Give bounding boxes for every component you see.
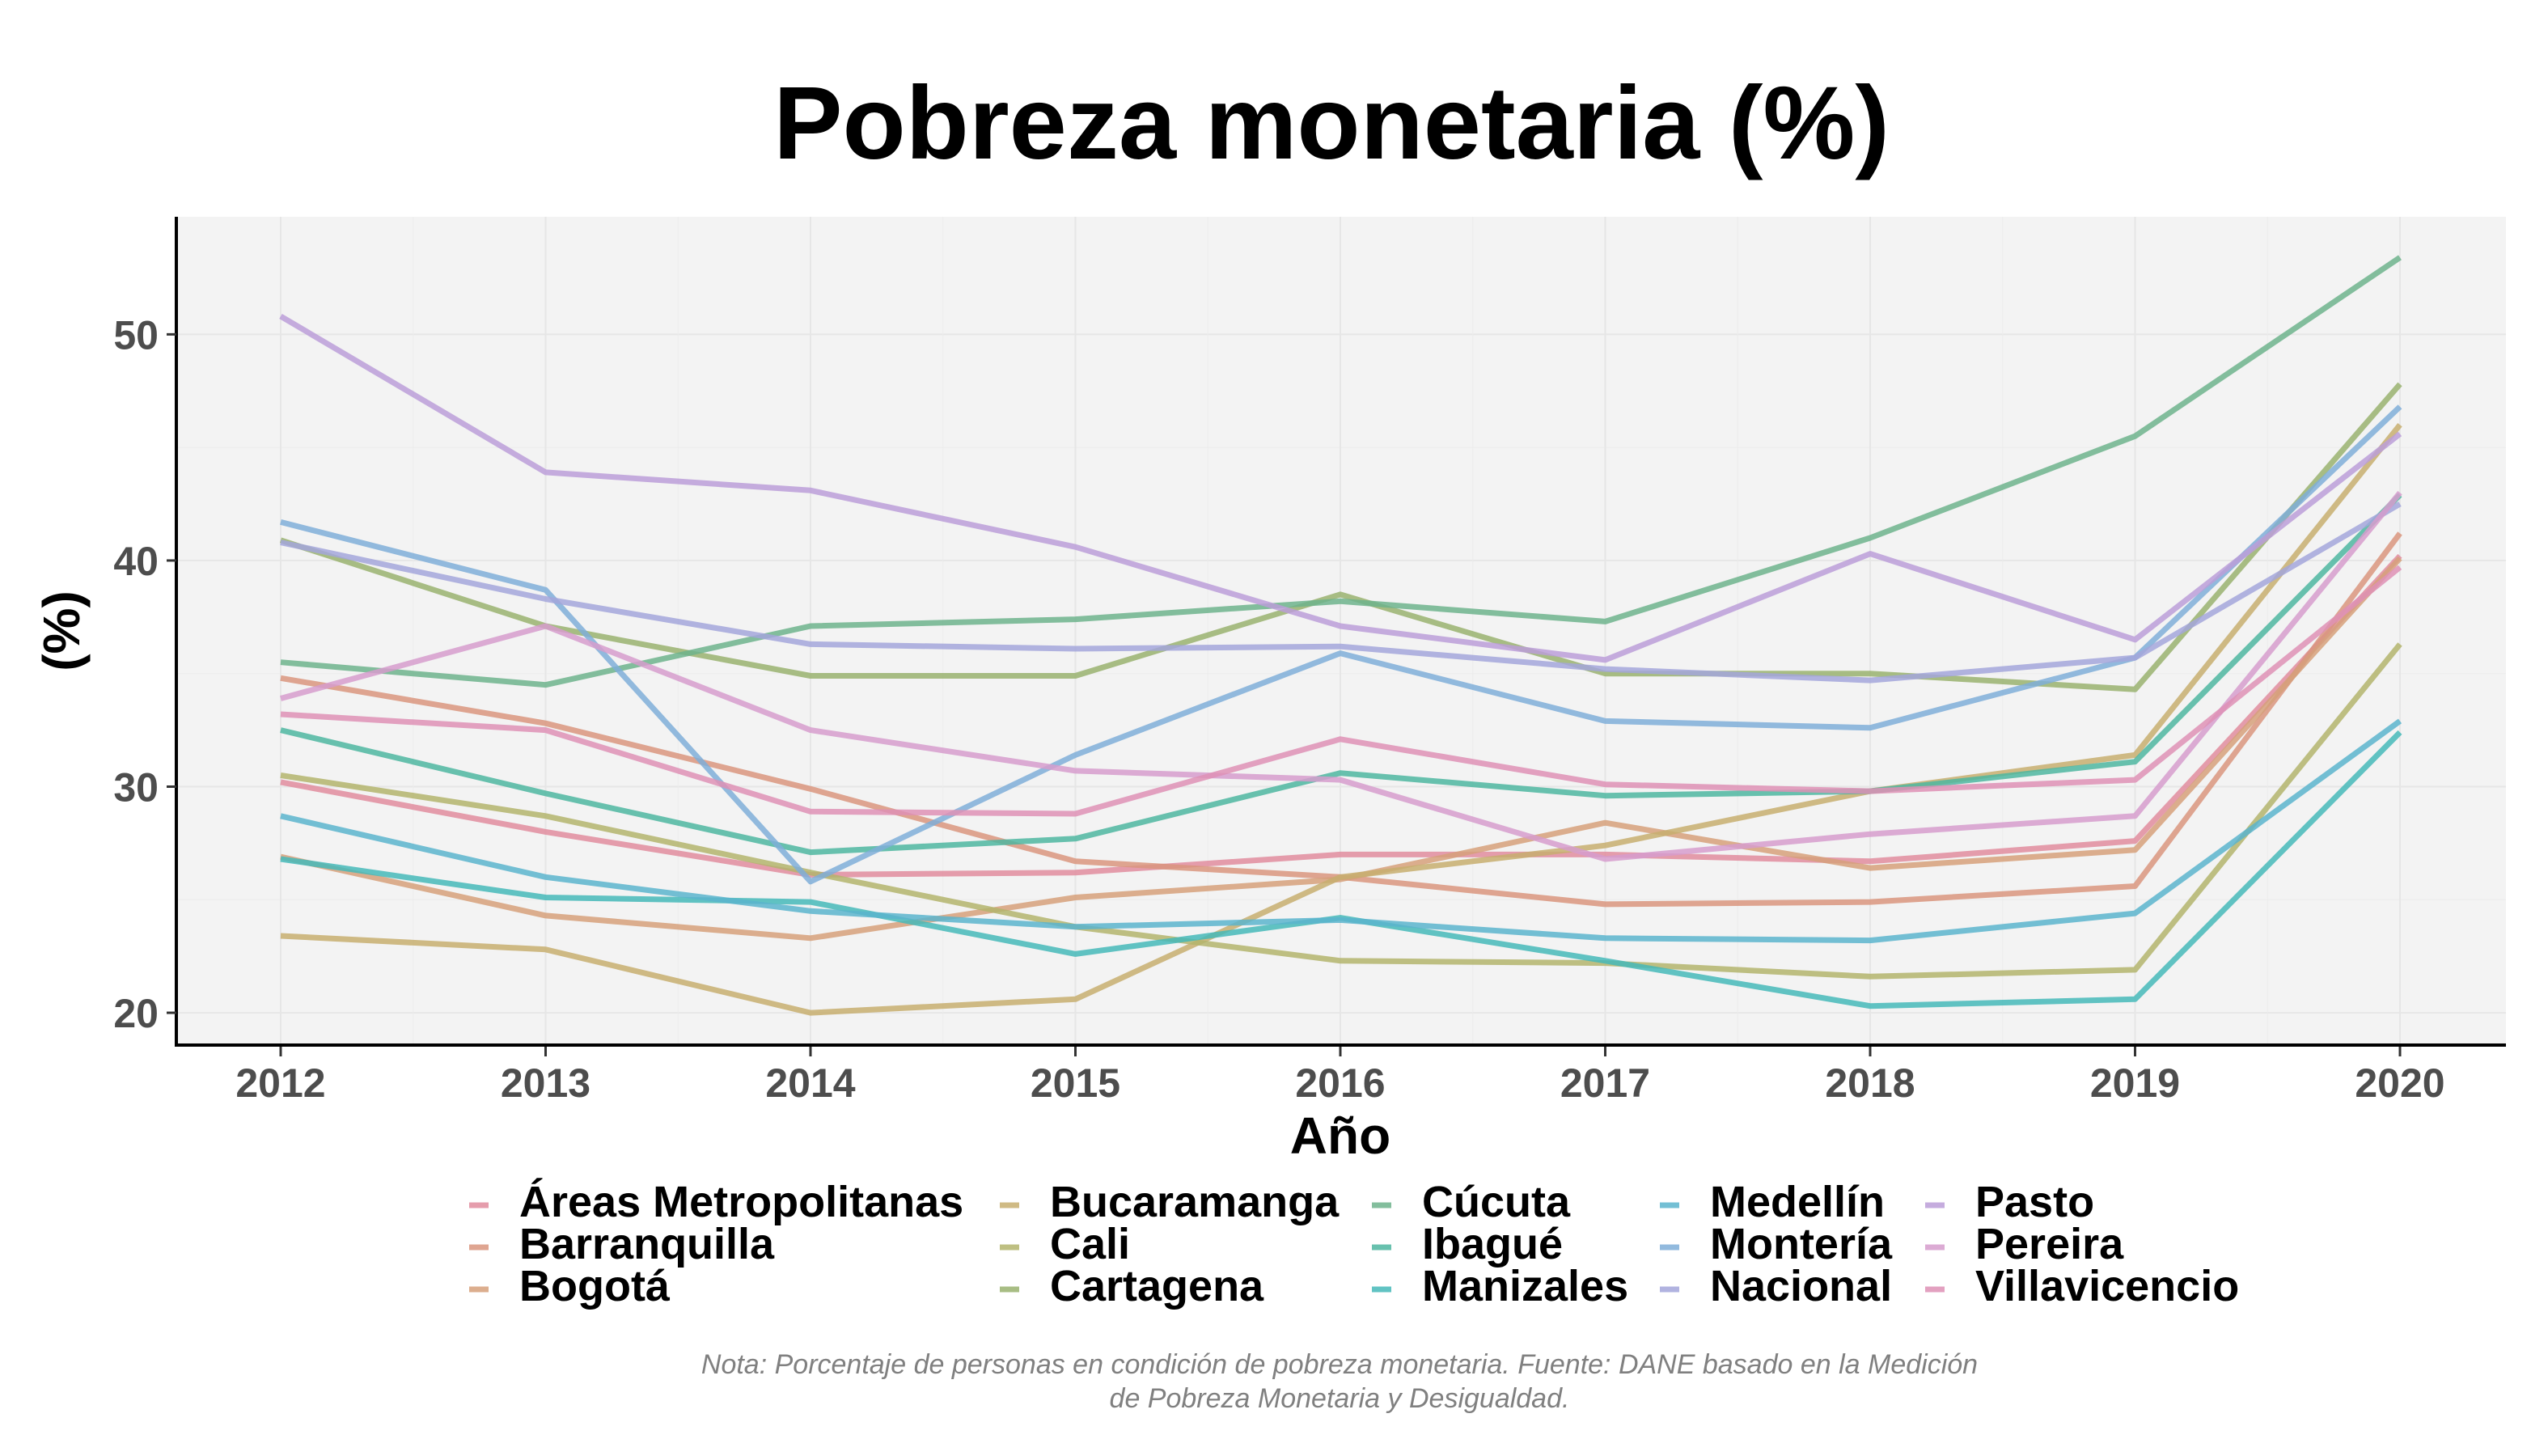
x-tick-label: 2017 <box>1560 1060 1650 1106</box>
series-line-medellin <box>280 718 2402 944</box>
legend-label-pereira: Pereira <box>1975 1220 2124 1268</box>
series-line-pereira <box>280 490 2402 862</box>
y-axis-title: (%) <box>32 590 91 671</box>
source-note-line-1: Nota: Porcentaje de personas en condició… <box>701 1349 1978 1380</box>
legend-label-barranquilla: Barranquilla <box>519 1220 775 1268</box>
series-line-areas-metropolitanas <box>280 553 2402 878</box>
x-tick-label: 2020 <box>2355 1060 2444 1106</box>
series-line-ibague <box>280 493 2402 856</box>
x-axis-ticks: 2012 2013 2014 2015 2016 2017 2018 2019 2020 <box>235 1047 2445 1106</box>
series-lines <box>279 255 2402 1016</box>
legend-label-cucuta: Cúcuta <box>1422 1178 1571 1226</box>
series-line-cartagena <box>279 382 2402 692</box>
x-axis-title: Año <box>1290 1107 1390 1165</box>
x-tick-label: 2014 <box>765 1060 855 1106</box>
legend-label-manizales: Manizales <box>1422 1262 1628 1310</box>
series-line-cali <box>280 642 2402 980</box>
series-line-villavicencio <box>280 565 2402 817</box>
legend-label-areas-metropolitanas: Áreas Metropolitanas <box>519 1178 963 1226</box>
x-tick-label: 2019 <box>2090 1060 2180 1106</box>
legend-label-monteria: Montería <box>1710 1220 1893 1268</box>
x-tick-label: 2016 <box>1295 1060 1385 1106</box>
y-axis-ticks: 20 30 40 50 <box>113 312 176 1036</box>
series-line-bucaramanga <box>280 423 2402 1016</box>
y-tick-label: 30 <box>113 765 159 811</box>
x-tick-label: 2013 <box>501 1060 590 1106</box>
series-line-monteria <box>280 404 2402 885</box>
legend-label-pasto: Pasto <box>1975 1178 2094 1226</box>
y-tick-label: 40 <box>113 539 159 584</box>
legend-label-nacional: Nacional <box>1710 1262 1892 1310</box>
y-tick-label: 50 <box>113 312 159 358</box>
x-tick-label: 2012 <box>235 1060 325 1106</box>
series-line-nacional <box>280 501 2402 684</box>
legend-label-villavicencio: Villavicencio <box>1975 1262 2239 1310</box>
x-tick-label: 2018 <box>1825 1060 1915 1106</box>
chart-title: Pobreza monetaria (%) <box>773 66 1890 181</box>
x-tick-label: 2015 <box>1031 1060 1120 1106</box>
series-line-cucuta <box>280 255 2402 688</box>
legend-label-bucaramanga: Bucaramanga <box>1050 1178 1340 1226</box>
series-line-pasto <box>279 313 2402 663</box>
legend-label-bogota: Bogotá <box>519 1262 671 1310</box>
legend-label-cartagena: Cartagena <box>1050 1262 1264 1310</box>
legend-label-ibague: Ibagué <box>1422 1220 1563 1268</box>
legend-label-medellin: Medellín <box>1710 1178 1885 1226</box>
legend-label-cali: Cali <box>1050 1220 1130 1268</box>
source-note-line-2: de Pobreza Monetaria y Desigualdad. <box>1110 1383 1570 1414</box>
y-tick-label: 20 <box>113 991 159 1036</box>
